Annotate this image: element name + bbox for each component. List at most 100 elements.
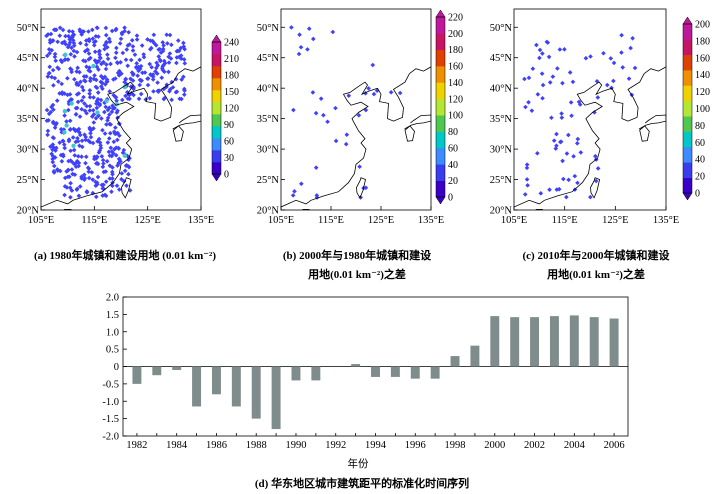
data-point: [103, 179, 109, 184]
colorbar-segment: [436, 49, 445, 67]
data-point: [48, 144, 53, 149]
coastline: [143, 73, 179, 122]
data-point: [45, 128, 51, 134]
data-point: [134, 61, 139, 66]
data-point: [79, 154, 84, 160]
data-point: [92, 156, 97, 162]
data-point: [630, 35, 635, 41]
data-point: [86, 36, 92, 42]
data-point: [117, 133, 122, 138]
data-point: [59, 158, 65, 164]
data-point: [97, 101, 103, 107]
data-point: [161, 43, 166, 48]
data-point: [526, 99, 531, 105]
data-point: [566, 177, 571, 183]
data-point: [151, 40, 157, 46]
colorbar-frame: [435, 16, 446, 198]
data-point: [87, 139, 93, 145]
data-point: [52, 51, 58, 57]
data-point: [94, 182, 100, 187]
data-point: [136, 68, 141, 74]
data-point: [59, 81, 65, 87]
data-point: [619, 50, 624, 55]
data-point: [113, 152, 119, 158]
data-point: [588, 194, 593, 200]
colorbar-label: 0: [448, 193, 453, 204]
data-point: [371, 91, 377, 97]
coastline: [377, 73, 410, 122]
data-point: [346, 93, 352, 99]
data-point: [101, 169, 107, 175]
data-point: [94, 85, 100, 91]
data-point: [165, 41, 170, 46]
data-point: [114, 98, 119, 103]
data-point: [145, 37, 150, 42]
data-point: [156, 54, 162, 59]
data-point: [74, 49, 80, 55]
data-point: [181, 86, 187, 92]
data-point: [50, 135, 56, 140]
data-point: [124, 47, 130, 52]
bar: [589, 317, 599, 367]
colorbar-segment: [683, 116, 692, 132]
data-point: [45, 132, 50, 138]
data-point: [136, 96, 142, 102]
x-tick-label: 115°E: [552, 215, 578, 226]
data-point: [79, 106, 84, 112]
data-point: [564, 151, 570, 156]
data-point: [358, 195, 363, 200]
data-point: [64, 185, 70, 190]
x-tick-label: 105°E: [28, 215, 54, 226]
data-point: [122, 28, 127, 34]
colorbar-segment: [683, 54, 692, 71]
data-point: [139, 43, 145, 48]
colorbar-segment: [683, 162, 692, 178]
data-point: [86, 169, 92, 175]
data-point: [73, 112, 79, 117]
colorbar-arrow-top: [682, 16, 693, 25]
map-panel-2: 105°E 115°E 125°E 135°E 20°N 25°N 30°N 35°N 40°N…: [257, 8, 463, 281]
data-point: [137, 57, 142, 63]
coastline: [590, 177, 601, 199]
data-point: [138, 63, 144, 69]
bar: [609, 318, 619, 367]
colorbar-label: 150: [224, 87, 239, 98]
data-point: [79, 98, 85, 103]
data-point: [567, 70, 573, 75]
data-point: [143, 97, 149, 102]
data-point: [121, 179, 127, 184]
colorbar: 0 20 40 60 80 100 120 140 160 180 200 220: [435, 9, 463, 205]
bar: [172, 366, 182, 370]
data-point: [568, 100, 574, 105]
data-point: [82, 101, 87, 106]
data-point: [102, 109, 107, 115]
data-point: [49, 74, 55, 80]
data-point: [119, 97, 125, 103]
data-point: [116, 145, 121, 151]
colorbar-arrow-bottom: [435, 196, 446, 205]
y-tick-label: -0.5: [102, 379, 119, 390]
colorbar-label: 140: [448, 78, 463, 89]
x-tick-label: 1998: [445, 440, 466, 451]
x-tick-label: 2000: [484, 440, 505, 451]
colorbar-segment: [436, 147, 445, 165]
data-point: [86, 29, 91, 34]
data-point: [118, 60, 123, 65]
data-point: [74, 128, 80, 133]
data-point: [117, 41, 123, 46]
data-point: [125, 63, 131, 69]
coastline: [404, 125, 415, 142]
data-point: [57, 91, 62, 96]
data-point: [66, 28, 72, 34]
colorbar-label: 80: [448, 127, 458, 138]
data-point: [51, 163, 57, 169]
data-point: [74, 186, 80, 192]
data-point: [529, 108, 535, 113]
colorbar-frame: [211, 41, 222, 175]
colorbar-segment: [212, 78, 221, 91]
data-point: [70, 33, 76, 38]
data-point: [81, 94, 86, 100]
data-point: [141, 52, 146, 57]
data-point: [69, 69, 74, 75]
x-tick-label: 1990: [285, 440, 306, 451]
